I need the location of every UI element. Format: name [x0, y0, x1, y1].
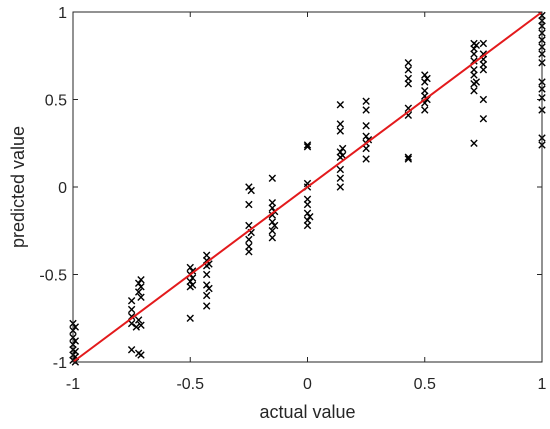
data-point-x-marker: [202, 270, 211, 279]
data-point-x-marker: [303, 143, 312, 151]
y-tick-label: -1: [53, 355, 67, 372]
plot-frame: [72, 11, 543, 363]
data-point-x-marker: [470, 87, 478, 95]
y-axis-label: predicted value: [8, 126, 28, 248]
data-point-x-marker: [137, 351, 145, 359]
data-point-x-marker: [186, 314, 194, 322]
data-point-x-marker: [127, 297, 136, 305]
data-point-x-marker: [270, 221, 279, 230]
data-point-x-marker: [303, 200, 312, 209]
data-point-x-marker: [336, 101, 345, 109]
data-point-x-marker: [336, 165, 345, 174]
data-point-x-marker: [268, 174, 277, 182]
data-point-x-marker: [470, 71, 478, 79]
x-tick-label: 0: [303, 376, 312, 393]
x-tick-label: -0.5: [176, 376, 204, 393]
data-point-x-marker: [362, 155, 370, 163]
data-point-x-marker: [362, 144, 370, 153]
data-point-x-marker: [336, 174, 345, 182]
reference-line: [72, 11, 543, 363]
x-tick-label: 1: [538, 376, 547, 393]
x-axis-label: actual value: [259, 402, 355, 422]
data-point-x-marker: [404, 155, 413, 163]
x-tick-label: 0.5: [414, 376, 436, 393]
data-point-x-marker: [336, 120, 345, 128]
data-point-x-marker: [127, 305, 136, 314]
data-point-x-marker: [137, 321, 145, 329]
data-point-x-marker: [134, 316, 143, 324]
data-point-x-marker: [336, 127, 345, 135]
data-point-x-marker: [132, 323, 141, 331]
x-tick-label: -1: [66, 376, 80, 393]
data-point-x-marker: [404, 153, 413, 161]
data-point-x-marker: [137, 293, 145, 301]
data-point-x-marker: [268, 227, 277, 235]
x-axis-ticks: -1 -0.5 0 0.5 1: [66, 12, 547, 393]
data-point-x-marker: [134, 288, 143, 296]
data-point-x-marker: [362, 122, 370, 130]
data-point-x-marker: [303, 221, 312, 230]
data-point-x-marker: [268, 218, 277, 226]
data-point-x-marker: [423, 74, 431, 83]
data-point-x-marker: [303, 209, 312, 217]
data-point-x-marker: [127, 346, 136, 354]
data-point-x-marker: [404, 59, 413, 67]
y-tick-label: 1: [58, 5, 67, 22]
data-point-x-marker: [421, 106, 429, 114]
data-point-x-marker: [362, 106, 370, 114]
data-point-x-marker: [245, 221, 253, 230]
data-point-x-marker: [186, 263, 194, 272]
data-point-x-marker: [245, 183, 253, 191]
data-point-x-marker: [268, 204, 277, 212]
data-point-x-marker: [188, 281, 197, 289]
data-point-x-marker: [137, 276, 145, 284]
data-point-x-marker: [303, 141, 312, 149]
y-tick-label: 0.5: [45, 93, 67, 110]
data-point-x-marker: [247, 186, 255, 195]
data-point-x-marker: [137, 283, 145, 291]
data-point-x-marker: [472, 78, 481, 86]
data-point-x-marker: [268, 234, 277, 242]
data-point-x-marker: [134, 279, 143, 287]
data-point-x-marker: [245, 200, 253, 209]
data-point-x-marker: [421, 71, 429, 79]
data-point-x-marker: [470, 139, 478, 147]
data-point-x-marker: [479, 66, 488, 74]
data-point-x-marker: [306, 213, 314, 221]
data-point-x-marker: [421, 78, 429, 86]
data-point-x-marker: [245, 235, 253, 244]
y-tick-label: -0.5: [39, 268, 67, 285]
data-point-x-marker: [338, 151, 347, 160]
data-point-x-marker: [338, 144, 347, 153]
data-point-x-marker: [202, 281, 211, 289]
data-point-x-marker: [404, 66, 413, 74]
data-point-x-marker: [470, 50, 478, 58]
data-point-x-marker: [362, 97, 370, 105]
data-point-x-marker: [245, 248, 253, 256]
data-point-x-marker: [188, 274, 197, 282]
data-point-x-marker: [127, 319, 136, 328]
data-point-x-marker: [202, 291, 211, 300]
data-point-x-marker: [479, 39, 488, 48]
data-point-x-marker: [472, 41, 481, 49]
data-point-x-marker: [205, 284, 213, 293]
data-point-x-marker: [362, 132, 370, 140]
data-point-x-marker: [336, 183, 345, 191]
data-point-x-marker: [202, 302, 211, 310]
data-point-x-marker: [479, 95, 488, 104]
data-point-x-marker: [479, 115, 488, 123]
data-points: [69, 11, 546, 366]
y-tick-label: 0: [58, 180, 67, 197]
y-axis-ticks: -1 -0.5 0 0.5 1: [39, 5, 542, 372]
data-point-x-marker: [404, 80, 413, 88]
